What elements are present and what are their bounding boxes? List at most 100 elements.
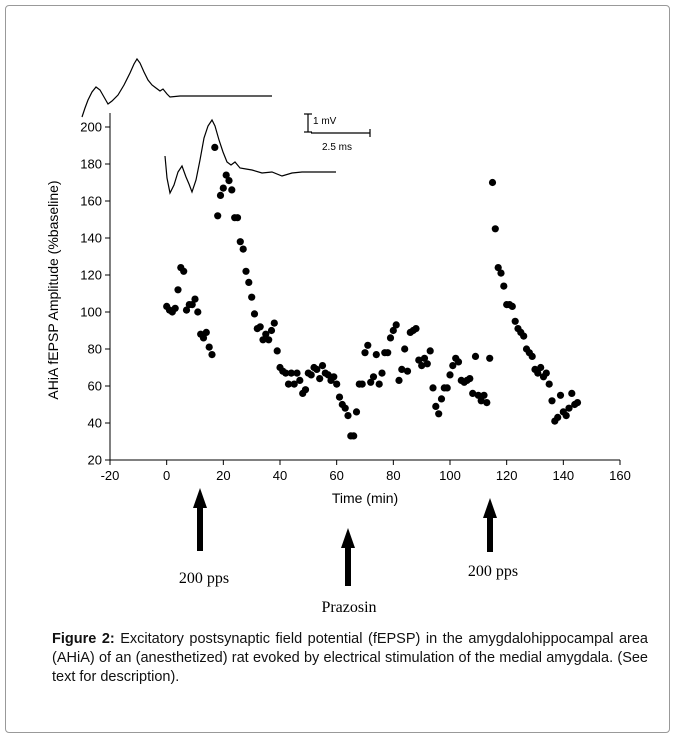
data-point bbox=[542, 369, 550, 377]
data-points bbox=[163, 143, 582, 440]
data-point bbox=[565, 404, 573, 412]
data-point bbox=[446, 371, 454, 379]
y-tick-label: 180 bbox=[80, 157, 102, 172]
data-point bbox=[378, 369, 386, 377]
data-point bbox=[534, 369, 542, 377]
data-point bbox=[573, 399, 582, 407]
data-point bbox=[537, 363, 545, 372]
data-point bbox=[358, 380, 366, 388]
data-point bbox=[500, 282, 508, 290]
data-point bbox=[488, 178, 497, 187]
trace-baseline bbox=[81, 57, 272, 118]
trace-potentiated bbox=[164, 118, 336, 195]
data-point bbox=[415, 356, 423, 364]
data-point bbox=[418, 362, 426, 370]
data-point bbox=[171, 304, 179, 312]
data-point bbox=[191, 295, 199, 303]
data-point bbox=[483, 399, 491, 407]
data-point bbox=[301, 386, 310, 394]
data-point bbox=[259, 336, 267, 344]
data-point bbox=[491, 225, 499, 233]
data-point bbox=[497, 269, 505, 277]
y-tick-label: 60 bbox=[88, 379, 102, 394]
data-point bbox=[395, 376, 403, 384]
data-point bbox=[284, 380, 293, 388]
scale-bar-time-label: 2.5 ms bbox=[322, 142, 352, 153]
data-point bbox=[296, 376, 304, 384]
data-point bbox=[208, 351, 216, 359]
data-point bbox=[216, 191, 225, 199]
data-point bbox=[437, 395, 446, 403]
y-ticks: 20 40 60 80 100 120 140 160 180 200 bbox=[80, 120, 110, 468]
data-point bbox=[248, 293, 256, 301]
data-point bbox=[398, 365, 406, 373]
y-axis-title: AHiA fEPSP Amplitude (%baseline) bbox=[45, 180, 61, 399]
arrow-stimulation-1: 200 pps bbox=[179, 488, 229, 587]
arrow-label-stimulation-1: 200 pps bbox=[179, 570, 229, 587]
data-point bbox=[392, 321, 400, 329]
data-point bbox=[375, 380, 383, 388]
data-point bbox=[239, 245, 247, 253]
data-point bbox=[236, 238, 244, 246]
data-point bbox=[554, 413, 562, 421]
x-tick-label: 60 bbox=[329, 468, 343, 483]
y-tick-label: 200 bbox=[80, 120, 102, 135]
data-point bbox=[188, 301, 196, 309]
data-point bbox=[454, 358, 463, 366]
data-point bbox=[389, 326, 397, 335]
data-point bbox=[228, 186, 236, 194]
stimulus-arrows: 200 pps Prazosin 200 pps bbox=[179, 488, 518, 616]
x-tick-label: 0 bbox=[163, 468, 170, 483]
data-point bbox=[423, 360, 431, 368]
y-tick-label: 160 bbox=[80, 194, 102, 209]
data-point bbox=[333, 380, 341, 388]
data-point bbox=[562, 412, 570, 420]
data-point bbox=[256, 323, 264, 331]
data-point bbox=[270, 319, 278, 327]
x-ticks: -20 0 20 40 60 80 100 120 140 160 bbox=[101, 460, 631, 483]
data-point bbox=[335, 393, 344, 401]
x-tick-label: 100 bbox=[439, 468, 461, 483]
x-tick-label: 120 bbox=[496, 468, 518, 483]
data-point bbox=[211, 143, 219, 151]
data-point bbox=[250, 310, 259, 318]
x-tick-label: 160 bbox=[609, 468, 631, 483]
x-tick-label: 40 bbox=[273, 468, 287, 483]
data-point bbox=[420, 354, 429, 362]
data-point bbox=[429, 384, 437, 392]
data-point bbox=[341, 404, 349, 412]
y-tick-label: 140 bbox=[80, 231, 102, 246]
data-point bbox=[225, 177, 233, 185]
data-point bbox=[545, 380, 553, 388]
data-point bbox=[369, 373, 378, 381]
data-point bbox=[403, 367, 412, 375]
x-tick-label: -20 bbox=[101, 468, 120, 483]
data-point bbox=[480, 391, 488, 399]
data-point bbox=[316, 375, 324, 383]
data-point bbox=[511, 317, 519, 325]
y-tick-label: 100 bbox=[80, 305, 102, 320]
data-point bbox=[242, 267, 250, 275]
data-point bbox=[508, 302, 516, 310]
data-point bbox=[318, 362, 327, 370]
data-point bbox=[222, 171, 230, 179]
data-point bbox=[449, 362, 457, 370]
arrow-label-prazosin: Prazosin bbox=[321, 599, 376, 616]
data-point bbox=[486, 354, 494, 362]
data-point bbox=[443, 384, 451, 392]
x-tick-label: 80 bbox=[386, 468, 400, 483]
arrow-stimulation-2: 200 pps bbox=[468, 498, 518, 580]
arrow-prazosin: Prazosin bbox=[321, 528, 377, 616]
data-point bbox=[520, 332, 528, 340]
y-tick-label: 80 bbox=[88, 342, 102, 357]
data-point bbox=[528, 352, 536, 360]
x-tick-label: 140 bbox=[552, 468, 574, 483]
data-point bbox=[364, 341, 372, 349]
data-point bbox=[287, 369, 295, 377]
data-point bbox=[568, 389, 576, 397]
data-point bbox=[494, 264, 502, 272]
plot-frame bbox=[109, 113, 620, 461]
y-tick-label: 120 bbox=[80, 268, 102, 283]
data-point bbox=[262, 330, 270, 338]
data-point bbox=[401, 345, 409, 353]
